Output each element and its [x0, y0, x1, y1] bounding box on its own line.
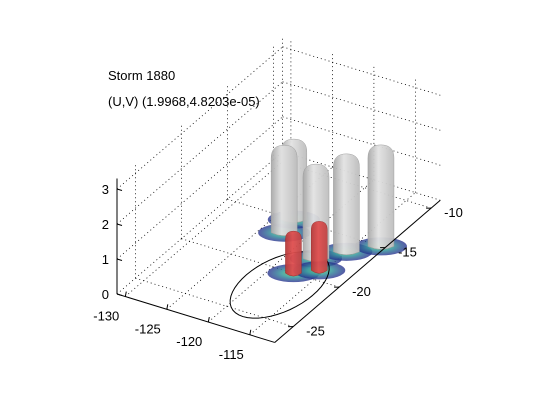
x-tick-mark	[124, 291, 127, 297]
x-tick-mark	[207, 316, 210, 323]
x-tick-mark	[249, 329, 252, 335]
x-tick-label: -125	[135, 321, 161, 336]
red-isosurface-peak	[311, 221, 328, 274]
chart-subtitle: (U,V) (1.9968,4.8203e-05)	[108, 94, 260, 109]
x-axis-line	[116, 293, 275, 343]
x-tick-label: -130	[93, 309, 119, 324]
y-tick-label: -20	[352, 284, 371, 299]
z-tick-label: 0	[102, 287, 109, 302]
grey-isosurface-peak	[270, 144, 298, 236]
grid-line	[116, 116, 283, 260]
z-tick-mark	[116, 293, 123, 296]
grid-line	[249, 192, 416, 336]
grid-line	[208, 179, 375, 323]
y-tick-label: -25	[306, 324, 325, 339]
x-tick-label: -115	[219, 347, 244, 362]
grid-layer	[116, 36, 441, 336]
grid-line	[125, 154, 292, 297]
x-tick-mark	[166, 304, 169, 310]
grid-line	[116, 46, 283, 190]
red-isosurface-peak	[285, 230, 302, 277]
grid-line	[135, 277, 294, 328]
chart-title: Storm 1880	[108, 68, 176, 83]
grid-line	[116, 151, 283, 295]
grid-line	[282, 46, 441, 96]
z-tick-mark	[116, 188, 123, 191]
grid-line	[282, 81, 441, 131]
surface-layer	[270, 138, 395, 277]
x-tick-label: -120	[176, 334, 202, 349]
z-tick-label: 2	[102, 217, 109, 232]
y-tick-label: -15	[398, 245, 417, 260]
y-tick-label: -10	[444, 205, 463, 220]
z-tick-mark	[116, 223, 123, 226]
z-tick-label: 1	[102, 252, 109, 267]
z-tick-label: 3	[102, 182, 109, 197]
axis-layer: 0 1 2 3 -130 -125 -120 -115 -10 -15 -20 -25	[93, 178, 463, 362]
z-tick-mark	[116, 258, 123, 261]
grey-isosurface-peak	[333, 153, 360, 256]
grey-isosurface-peak	[367, 144, 395, 250]
grid-line	[116, 81, 283, 225]
y-axis-line	[274, 199, 441, 343]
floor-circle	[229, 251, 330, 319]
grid-line	[166, 166, 333, 310]
